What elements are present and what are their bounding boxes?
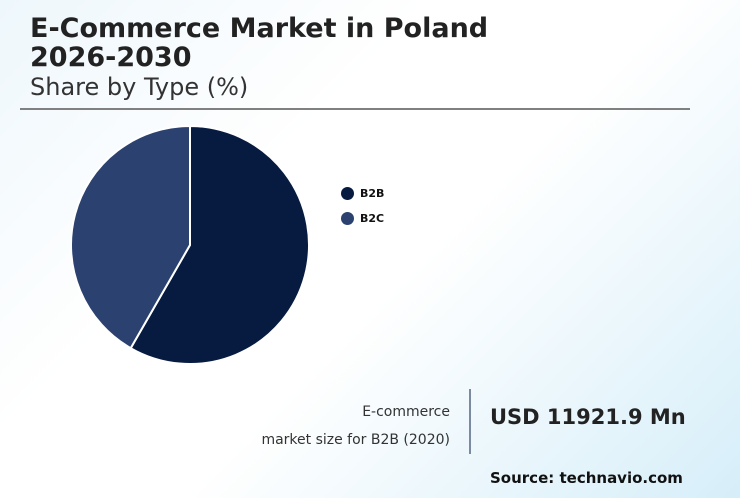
- title-line-2: 2026-2030: [30, 42, 192, 73]
- stat-value: USD 11921.9 Mn: [490, 405, 686, 429]
- stat-label: E-commerce market size for B2B (2020): [261, 398, 450, 454]
- legend-item-b2c: B2C: [341, 200, 384, 236]
- stat-label-line-1: E-commerce: [362, 404, 450, 420]
- pie-chart: [70, 124, 310, 365]
- pie-slice-b2b: [129, 124, 310, 365]
- legend-label: B2B: [360, 186, 385, 200]
- stat-label-line-2: market size for B2B (2020): [261, 432, 450, 448]
- legend-dot-icon: [341, 186, 354, 200]
- source-text: Source: technavio.com: [490, 469, 683, 487]
- header-divider: [20, 108, 690, 110]
- legend-item-b2b: B2B: [341, 175, 384, 211]
- pie-slice-b2c: [70, 124, 191, 350]
- chart-title: E-Commerce Market in Poland 2026-2030: [30, 14, 488, 72]
- stat-divider: [469, 389, 471, 454]
- legend-label: B2C: [360, 211, 385, 225]
- legend: B2B B2C: [341, 175, 384, 236]
- chart-subtitle: Share by Type (%): [30, 73, 249, 101]
- title-line-1: E-Commerce Market in Poland: [30, 13, 489, 44]
- legend-dot-icon: [341, 211, 354, 225]
